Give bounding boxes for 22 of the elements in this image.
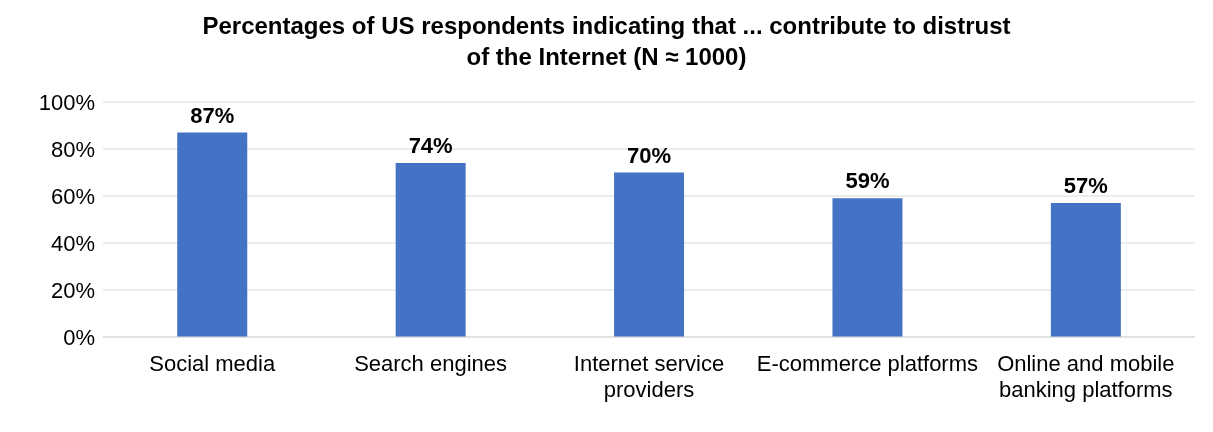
bar: [614, 172, 685, 337]
y-tick-label: 0%: [63, 324, 95, 350]
data-label: 74%: [408, 133, 453, 159]
x-tick-label: Online and mobile banking platforms: [997, 351, 1175, 402]
chart-title: Percentages of US respondents indicating that ... contribute to distrust of the Internet (N ≈ 1000): [201, 11, 1012, 72]
bar: [177, 132, 248, 337]
data-label: 70%: [627, 142, 672, 168]
y-tick-label: 20%: [50, 277, 95, 303]
y-tick-label: 60%: [50, 183, 95, 209]
y-tick-label: 100%: [38, 89, 95, 115]
data-label: 57%: [1063, 173, 1108, 199]
x-tick-label: E-commerce platforms: [756, 351, 979, 376]
x-tick-label: Internet service providers: [573, 351, 725, 402]
x-tick-label: Search engines: [354, 351, 508, 376]
bar: [1050, 203, 1121, 337]
x-tick-label: Social media: [149, 351, 276, 376]
data-label: 59%: [845, 168, 890, 194]
y-tick-label: 80%: [50, 136, 95, 162]
bar: [832, 198, 903, 337]
y-tick-label: 40%: [50, 230, 95, 256]
data-label: 87%: [190, 102, 235, 128]
bar: [395, 163, 466, 337]
